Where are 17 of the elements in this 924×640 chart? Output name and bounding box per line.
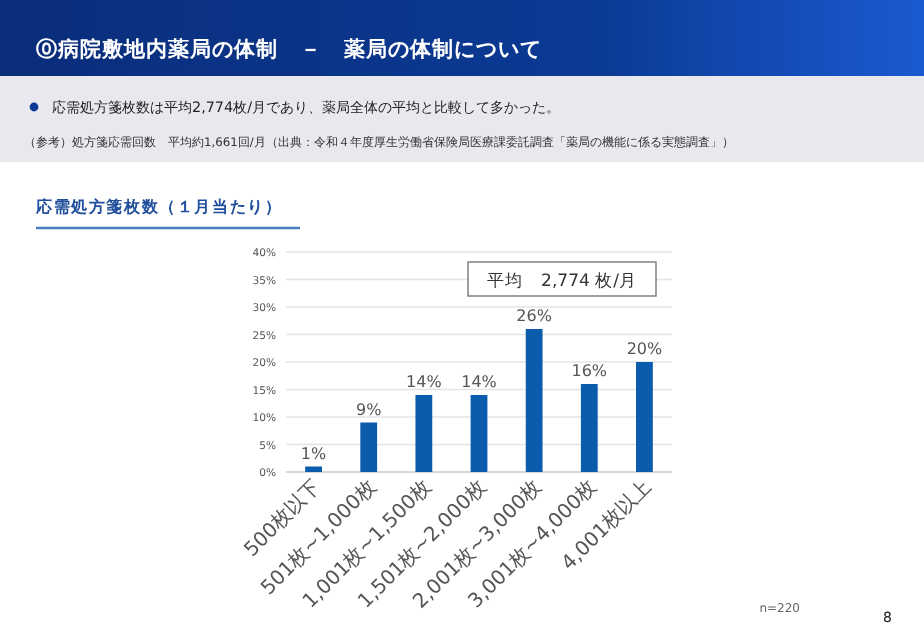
data-label: 9%: [356, 400, 383, 419]
data-label: 14%: [406, 373, 443, 391]
bar: [470, 395, 488, 472]
bar: [305, 466, 322, 472]
data-label: 14%: [461, 373, 498, 391]
data-label: 1%: [300, 444, 328, 463]
data-label: 26%: [516, 307, 553, 325]
data-label: 16%: [571, 362, 608, 380]
bar: [580, 384, 598, 472]
bar: [415, 395, 433, 472]
bar: [360, 422, 378, 472]
data-label: 20%: [626, 340, 664, 358]
bar: [636, 362, 653, 472]
text: ⓪病院敷地内薬局の体制 － 薬局の体制について: [36, 36, 542, 62]
annotation: 平均 2,774 枚/月: [487, 270, 637, 292]
bar: [525, 329, 543, 472]
chart-title: 応需処方箋枚数（１月当たり）: [34, 196, 283, 216]
